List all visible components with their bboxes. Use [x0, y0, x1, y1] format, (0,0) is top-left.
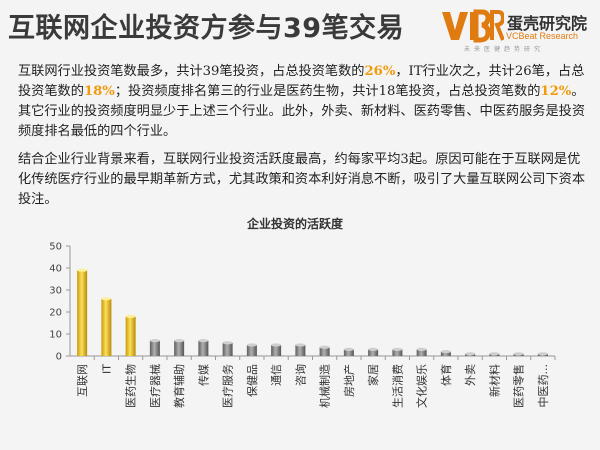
y-tick-label: 20 — [49, 308, 62, 319]
bar-cap — [222, 341, 233, 345]
bar-教育辅助 — [174, 340, 185, 356]
bar-cap — [174, 339, 185, 343]
logo-cn-text: 蛋壳研究院 — [507, 14, 588, 33]
x-tick-label: 通信 — [270, 364, 283, 386]
x-tick-label: 家居 — [366, 364, 380, 386]
y-tick-label: 30 — [49, 286, 62, 297]
x-tick-label: 咨询 — [293, 364, 307, 386]
y-tick-label: 40 — [49, 264, 62, 275]
highlight-it-share: 18% — [83, 84, 115, 99]
bar-cap — [198, 339, 209, 343]
x-tick-label: 医药零售 — [512, 364, 526, 408]
bar-医药生物 — [125, 316, 136, 356]
x-tick-label: 保健品 — [245, 364, 259, 397]
x-tick-label: 医疗器械 — [148, 364, 162, 408]
summary-paragraph: 互联网行业投资笔数最多，共计39笔投资，占总投资笔数的26%，IT行业次之，共计… — [18, 64, 586, 139]
x-tick-label: 房地产 — [342, 364, 356, 397]
x-tick-label: 医疗服务 — [221, 364, 235, 408]
bar-cap — [149, 339, 160, 343]
x-tick-label: 新材料 — [487, 364, 501, 397]
bar-保健品 — [246, 345, 257, 356]
activity-bar-chart: 企业投资的活跃度 0 10 20 30 40 50 互联网 IT 医药生物 医疗器械 教育辅助 传媒 医疗… — [49, 216, 556, 408]
bar-cap — [416, 347, 427, 351]
brand-logo: 蛋壳研究院 VCBeat Research 未来医健趋势研究 — [440, 8, 596, 53]
bar-IT — [101, 298, 112, 356]
bar-医疗服务 — [222, 342, 233, 356]
bar-传媒 — [198, 340, 209, 356]
bar-通信 — [271, 345, 282, 356]
bar-cap — [465, 352, 476, 356]
x-tick-label: IT — [100, 364, 113, 374]
vbr-logo-icon — [442, 9, 504, 43]
bar-咨询 — [295, 345, 306, 356]
bar-cap — [537, 352, 548, 356]
x-tick-label: 生活消费 — [390, 364, 404, 408]
bar-家居 — [368, 349, 379, 356]
bar-医疗器械 — [149, 340, 160, 356]
highlight-internet-share: 26% — [364, 64, 396, 79]
y-tick-label: 50 — [49, 242, 62, 253]
bar-文化娱乐 — [416, 349, 427, 356]
x-tick-label: 机械制造 — [318, 364, 332, 408]
chart-title: 企业投资的活跃度 — [246, 216, 344, 231]
page-title: 互联网企业投资方参与39笔交易 — [8, 13, 405, 44]
bar-cap — [368, 347, 379, 351]
x-tick-label: 体育 — [439, 364, 453, 386]
x-tick-label: 文化娱乐 — [415, 364, 429, 408]
x-tick-label: 中医药... — [537, 364, 550, 408]
bar-cap — [343, 347, 354, 351]
bar-cap — [271, 343, 282, 347]
x-tick-label: 互联网 — [76, 364, 89, 397]
analysis-paragraph: 结合企业行业背景来看，互联网行业投资活跃度最高，约每家平均3起。原因可能在于互联… — [18, 152, 586, 207]
bar-cap — [440, 350, 451, 354]
bar-cap — [77, 268, 88, 272]
bar-cap — [513, 352, 524, 356]
bar-cap — [319, 345, 330, 349]
bar-cap — [246, 343, 257, 347]
y-tick-label: 0 — [56, 352, 62, 363]
highlight-pharma-share: 12% — [540, 84, 572, 99]
bar-cap — [125, 314, 136, 318]
x-tick-label: 外卖 — [464, 364, 477, 386]
logo-en-text: VCBeat Research — [506, 31, 579, 41]
x-tick-label: 教育辅助 — [172, 364, 186, 408]
bar-cap — [101, 297, 112, 301]
bar-机械制造 — [319, 347, 330, 356]
bar-体育 — [440, 351, 451, 356]
x-tick-label: 传媒 — [197, 364, 210, 386]
bar-cap — [489, 352, 500, 356]
bar-房地产 — [343, 349, 354, 356]
x-tick-label: 医药生物 — [124, 364, 138, 408]
bar-cap — [295, 343, 306, 347]
y-tick-label: 10 — [49, 330, 62, 341]
bar-互联网 — [77, 270, 88, 356]
bar-cap — [392, 347, 403, 351]
logo-slogan: 未来医健趋势研究 — [464, 46, 545, 53]
bar-生活消费 — [392, 349, 403, 356]
